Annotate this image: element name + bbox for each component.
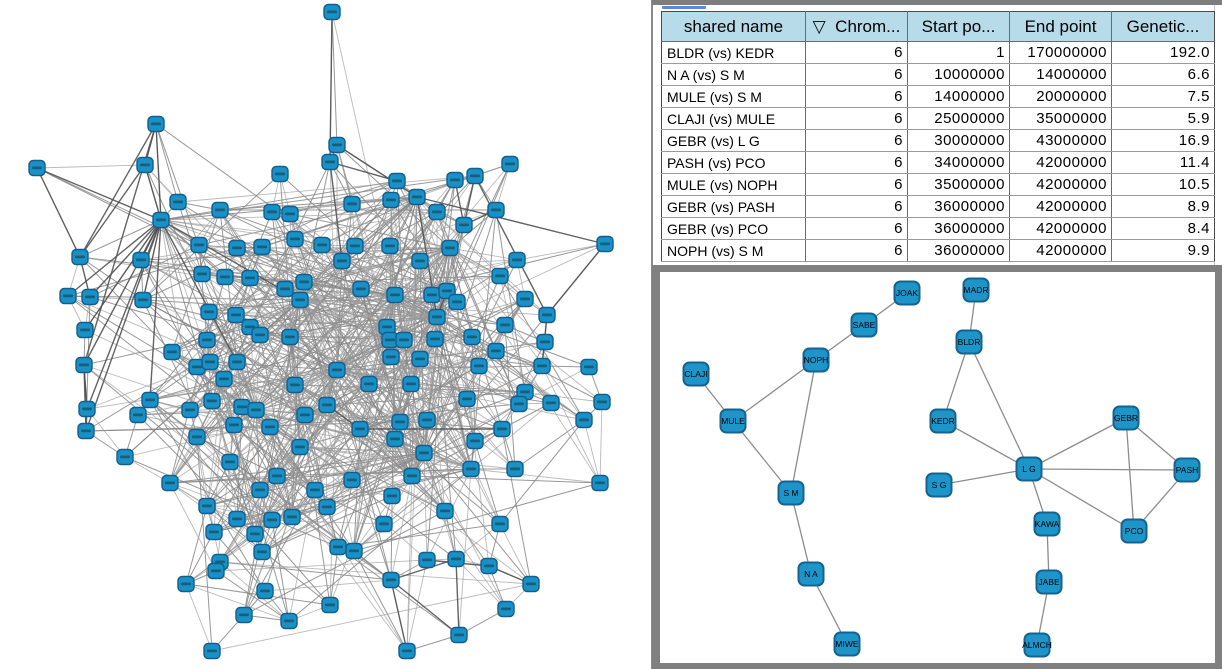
svg-text:S G: S G bbox=[932, 480, 947, 490]
svg-text:PASH: PASH bbox=[1176, 465, 1199, 475]
svg-text:JABE: JABE bbox=[1038, 577, 1060, 587]
svg-text:KEDR: KEDR bbox=[931, 416, 955, 426]
svg-text:ALMCH: ALMCH bbox=[1022, 640, 1052, 650]
svg-text:GEBR: GEBR bbox=[1114, 413, 1138, 423]
svg-text:L G: L G bbox=[1022, 464, 1035, 474]
svg-text:CLAJI: CLAJI bbox=[684, 369, 707, 379]
svg-text:N A: N A bbox=[804, 569, 818, 579]
svg-text:NOPH: NOPH bbox=[804, 355, 829, 365]
svg-text:SABE: SABE bbox=[853, 320, 876, 330]
svg-text:KAWA: KAWA bbox=[1035, 519, 1060, 529]
svg-text:JOAK: JOAK bbox=[896, 288, 919, 298]
svg-text:BLDR: BLDR bbox=[958, 337, 981, 347]
svg-text:MADR: MADR bbox=[963, 285, 988, 295]
svg-text:S M: S M bbox=[783, 488, 798, 498]
svg-text:PCO: PCO bbox=[1125, 526, 1144, 536]
svg-text:MIWE: MIWE bbox=[835, 639, 858, 649]
svg-text:MULE: MULE bbox=[721, 416, 745, 426]
